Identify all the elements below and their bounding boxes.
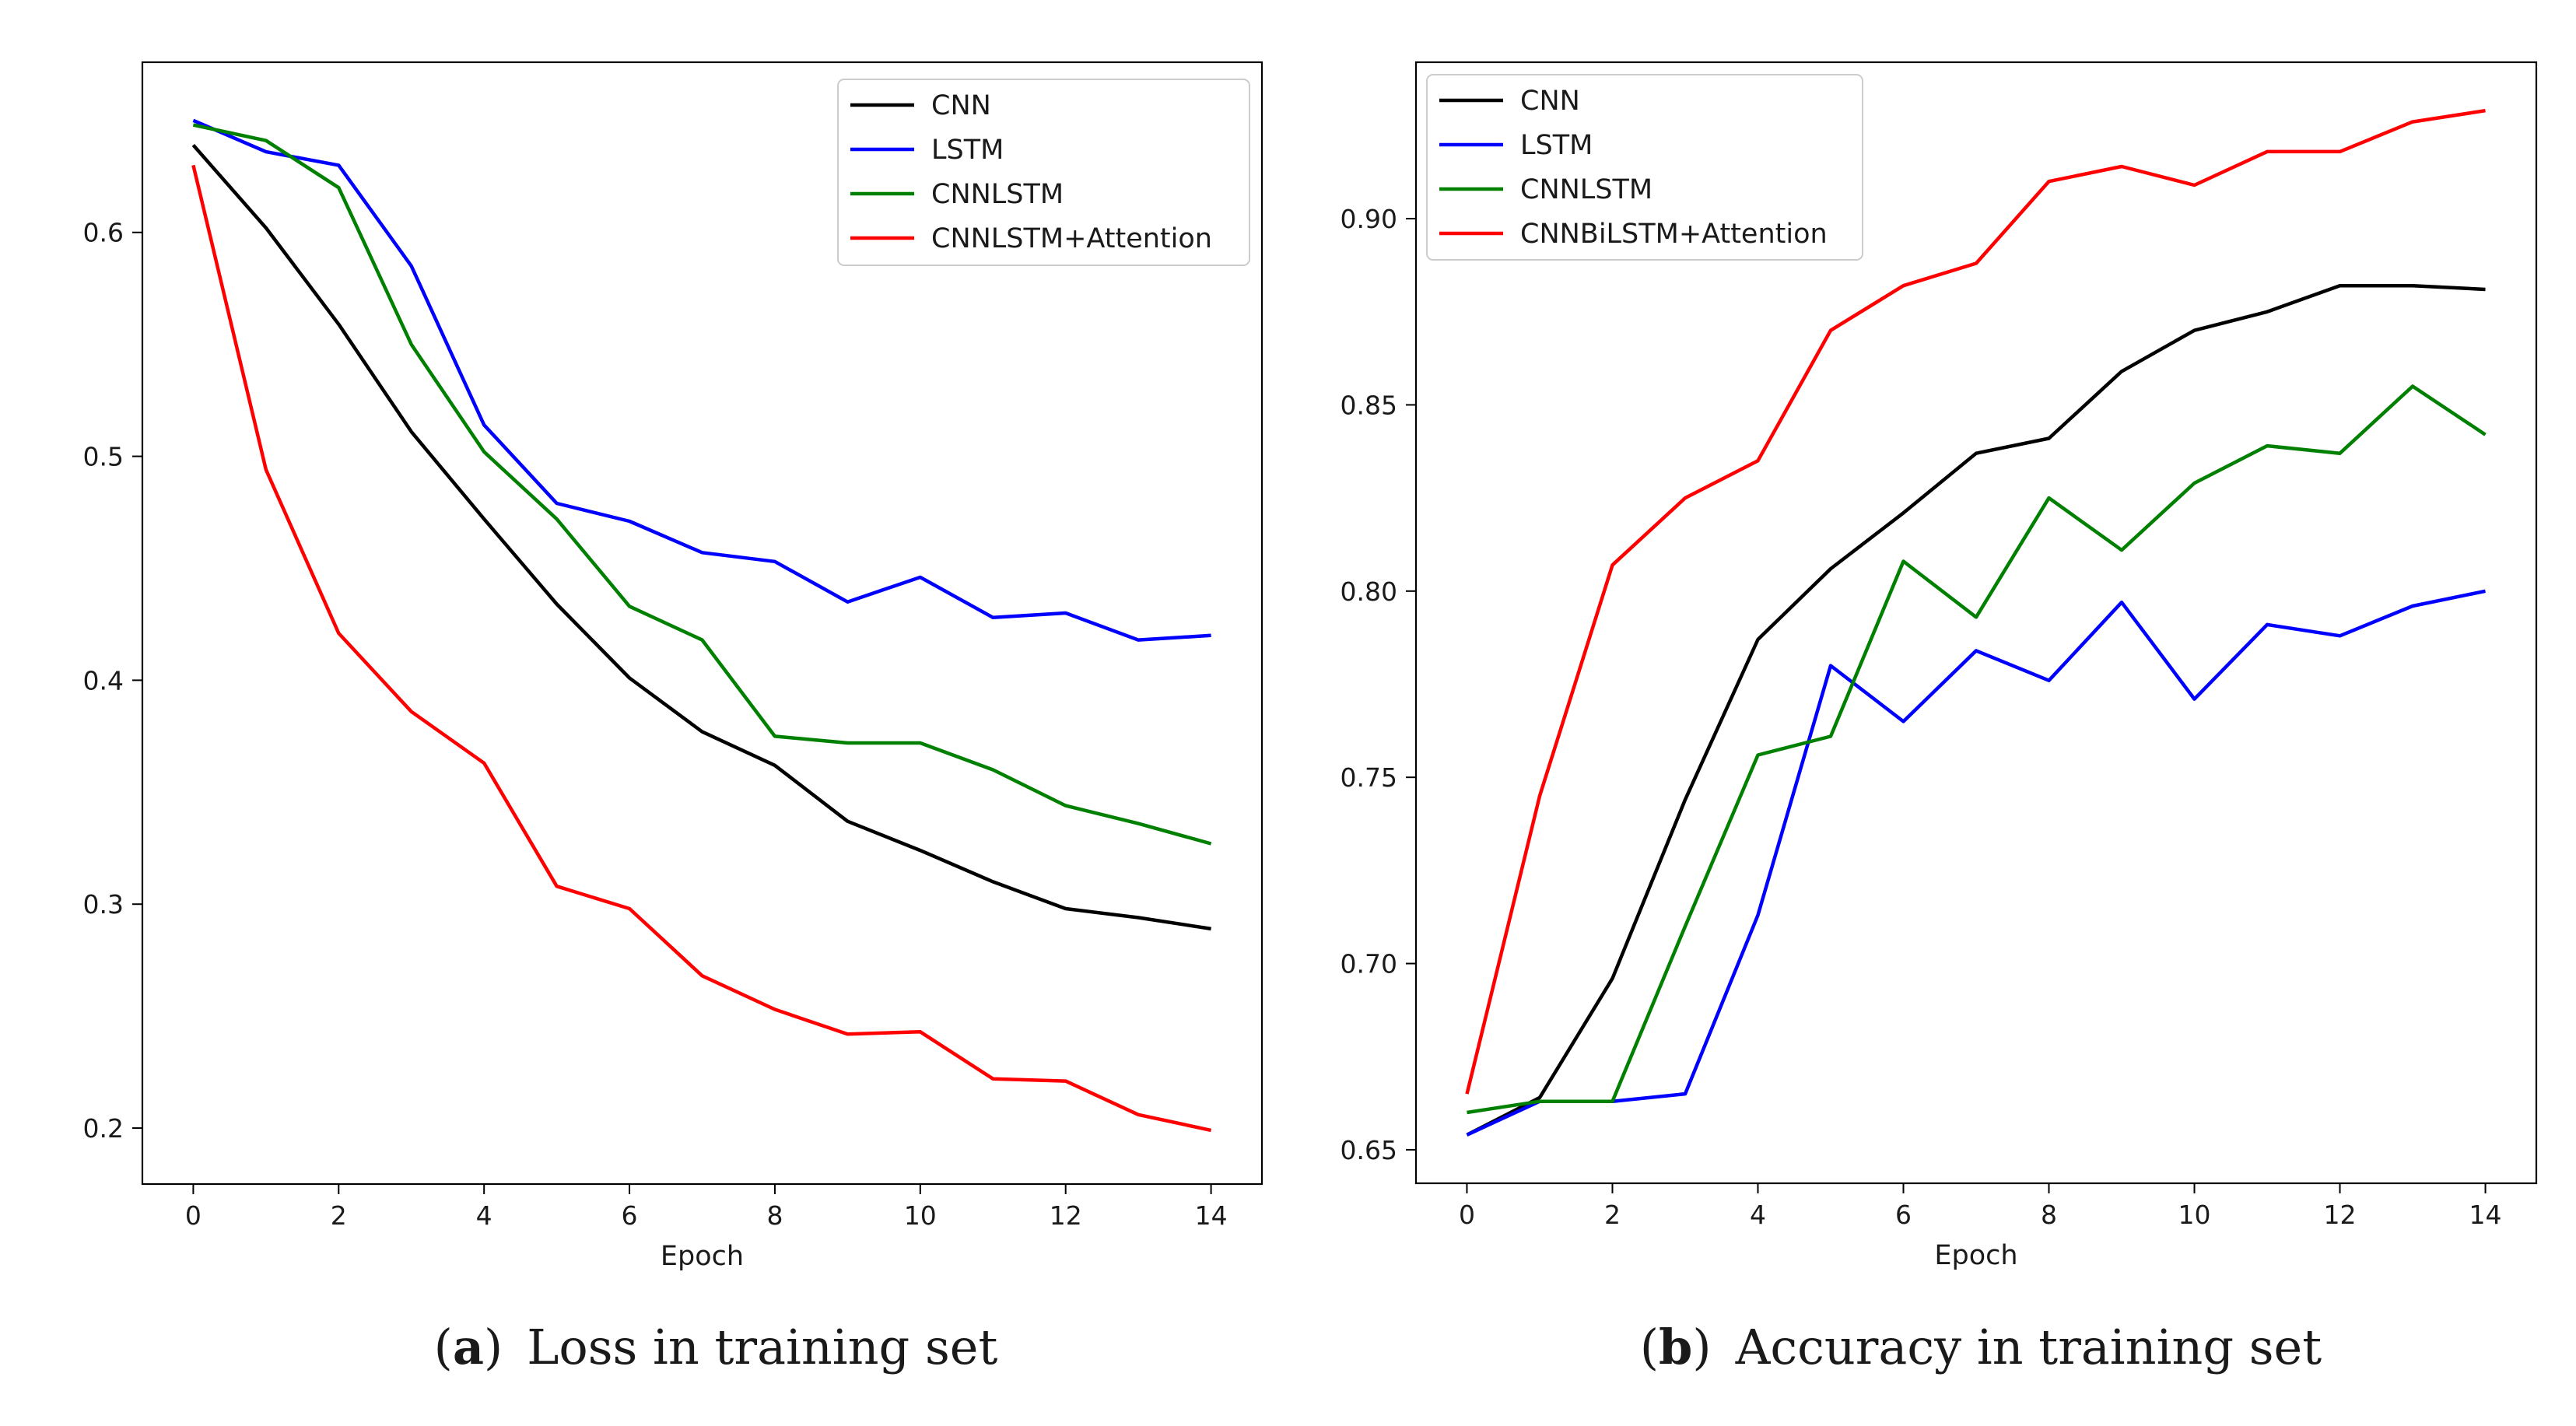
x-tick-label: 14	[2469, 1200, 2502, 1230]
x-tick-label: 4	[476, 1200, 492, 1231]
y-tick-label: 0.75	[1341, 762, 1397, 793]
caption-letter: a	[453, 1319, 484, 1375]
x-tick-label: 2	[331, 1200, 347, 1231]
x-tick-label: 12	[2324, 1200, 2357, 1230]
chart-a: 0 2 4 6 8 10 12 140.20.30.40.50.6EpochCNNLSTMCN…	[83, 61, 1263, 1375]
caption-b: (b) Accuracy in training set	[1640, 1319, 2322, 1375]
caption-paren-close: )	[1692, 1319, 1711, 1375]
x-tick-label: 0	[1459, 1200, 1475, 1230]
x-tick-label: 10	[2178, 1200, 2211, 1230]
caption-text: Loss in training set	[503, 1319, 997, 1375]
x-tick-label: 4	[1750, 1200, 1766, 1230]
x-tick-label: 8	[766, 1200, 783, 1231]
y-tick-label: 0.6	[83, 218, 124, 248]
x-tick-label: 0	[185, 1200, 202, 1231]
legend-label: CNN	[931, 90, 991, 121]
x-tick-label: 12	[1050, 1200, 1082, 1231]
x-tick-label: 6	[1895, 1200, 1912, 1230]
y-tick-label: 0.5	[83, 442, 124, 472]
caption-paren-open: (	[1640, 1319, 1659, 1375]
legend-label: CNNLSTM	[931, 179, 1064, 210]
x-tick-label: 6	[622, 1200, 638, 1231]
x-tick-label: 8	[2041, 1200, 2057, 1230]
y-tick-label: 0.65	[1341, 1135, 1397, 1165]
legend-label: CNNBiLSTM+Attention	[1520, 219, 1828, 250]
x-tick-label: 14	[1195, 1200, 1228, 1231]
y-tick-label: 0.90	[1341, 204, 1397, 234]
caption-paren-close: )	[484, 1319, 503, 1375]
chart-b: 0 2 4 6 8 10 12 14 0.65 0.70 0.75 0.80 0.85 0.90 Epoch…	[1341, 61, 2538, 1375]
legend-label: CNNLSTM+Attention	[931, 223, 1212, 254]
y-tick-label: 0.3	[83, 889, 124, 920]
legend-label: LSTM	[931, 135, 1004, 166]
caption-text: Accuracy in training set	[1712, 1319, 2322, 1375]
caption-paren-open: (	[434, 1319, 453, 1375]
y-tick-label: 0.4	[83, 665, 124, 695]
x-tick-label: 2	[1604, 1200, 1621, 1230]
y-tick-label: 0.2	[83, 1113, 124, 1144]
y-tick-label: 0.80	[1341, 576, 1397, 607]
x-axis-label: Epoch	[661, 1241, 744, 1272]
caption-letter: b	[1659, 1319, 1692, 1375]
legend-box	[1426, 74, 1863, 261]
legend-label: CNN	[1520, 86, 1580, 117]
x-tick-label: 10	[904, 1200, 937, 1231]
y-tick-label: 0.85	[1341, 390, 1397, 420]
legend-label: CNNLSTM	[1520, 174, 1652, 205]
y-tick-label: 0.70	[1341, 949, 1397, 979]
x-axis-label: Epoch	[1934, 1240, 2017, 1271]
legend-label: LSTM	[1520, 130, 1593, 161]
caption-a: (a) Loss in training set	[434, 1319, 998, 1375]
legend-box	[837, 79, 1250, 266]
